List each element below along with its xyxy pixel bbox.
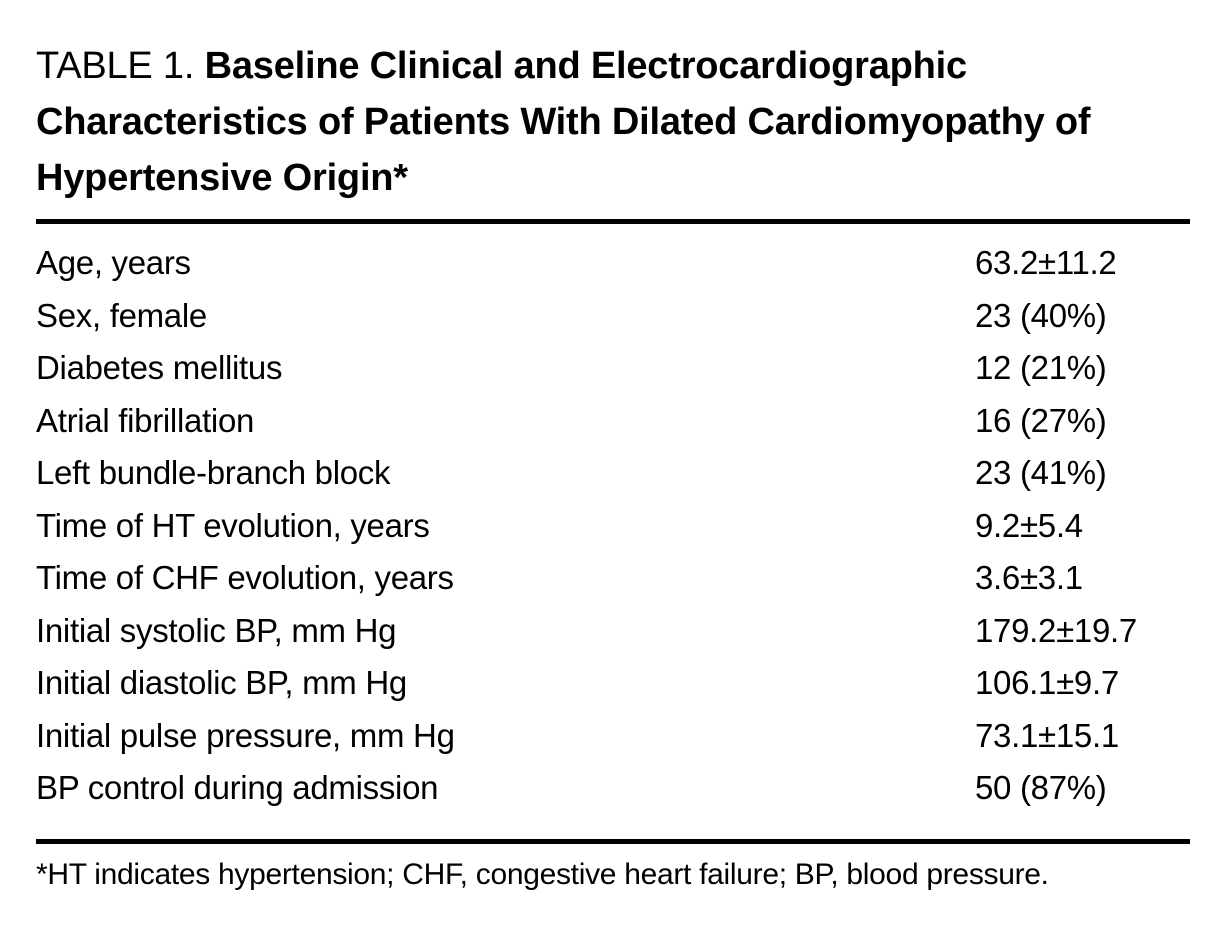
table-top-rule [36, 219, 1190, 224]
row-value: 3.6±3.1 [975, 559, 1083, 597]
row-value: 106.1±9.7 [975, 664, 1119, 702]
table-row: Initial pulse pressure, mm Hg 73.1±15.1 [0, 710, 1225, 763]
table-row: Time of CHF evolution, years 3.6±3.1 [0, 552, 1225, 605]
row-value: 23 (40%) [975, 296, 1107, 334]
row-value: 50 (87%) [975, 769, 1107, 807]
table-caption-label: TABLE 1. [36, 45, 195, 87]
table-caption: TABLE 1. Baseline Clinical and Electroca… [0, 0, 1126, 206]
table-row: Age, years 63.2±11.2 [0, 237, 1225, 290]
row-characteristic: Atrial fibrillation [36, 401, 255, 439]
table-row: Sex, female 23 (40%) [0, 290, 1225, 343]
table-row: Atrial fibrillation 16 (27%) [0, 395, 1225, 448]
row-characteristic: Initial pulse pressure, mm Hg [36, 716, 455, 754]
row-value: 179.2±19.7 [975, 611, 1137, 649]
row-characteristic: Time of HT evolution, years [36, 506, 430, 544]
table-row: Initial systolic BP, mm Hg 179.2±19.7 [0, 605, 1225, 658]
row-value: 12 (21%) [975, 349, 1107, 387]
table-caption-title: Baseline Clinical and Electrocardiograph… [36, 45, 1091, 199]
table-row: BP control during admission 50 (87%) [0, 762, 1225, 815]
row-value: 73.1±15.1 [975, 716, 1119, 754]
row-value: 63.2±11.2 [975, 244, 1117, 282]
row-characteristic: Initial diastolic BP, mm Hg [36, 664, 407, 702]
row-characteristic: Initial systolic BP, mm Hg [36, 611, 397, 649]
row-characteristic: Diabetes mellitus [36, 349, 283, 387]
table-row: Left bundle-branch block 23 (41%) [0, 447, 1225, 500]
footnote-marker: * [36, 857, 48, 891]
row-characteristic: Sex, female [36, 296, 207, 334]
table-row: Diabetes mellitus 12 (21%) [0, 342, 1225, 395]
row-characteristic: Time of CHF evolution, years [36, 559, 454, 597]
table-row: Initial diastolic BP, mm Hg 106.1±9.7 [0, 657, 1225, 710]
table-body: Age, years 63.2±11.2 Sex, female 23 (40%… [0, 237, 1225, 815]
row-characteristic: BP control during admission [36, 769, 439, 807]
row-value: 23 (41%) [975, 454, 1107, 492]
table-bottom-rule [36, 838, 1190, 844]
row-value: 16 (27%) [975, 401, 1107, 439]
table-row: Time of HT evolution, years 9.2±5.4 [0, 500, 1225, 553]
table-footnote: *HT indicates hypertension; CHF, congest… [36, 858, 1225, 892]
row-characteristic: Left bundle-branch block [36, 454, 391, 492]
footnote-text: HT indicates hypertension; CHF, congesti… [47, 857, 1049, 891]
row-value: 9.2±5.4 [975, 506, 1083, 544]
row-characteristic: Age, years [36, 244, 191, 282]
